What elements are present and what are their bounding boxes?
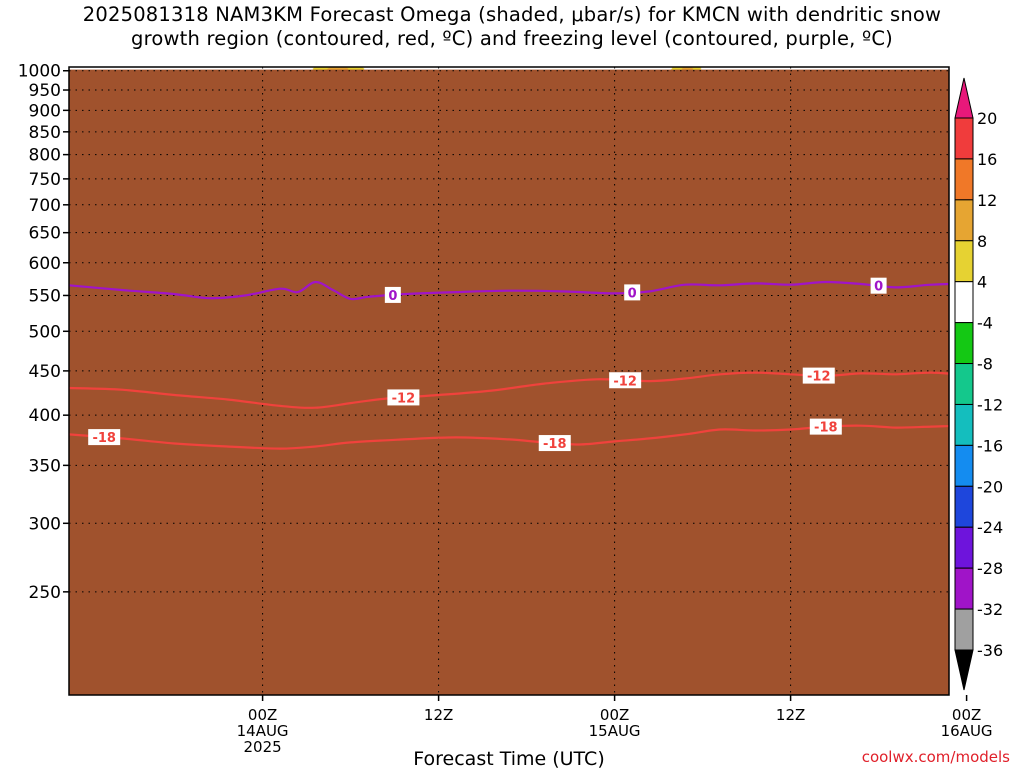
colorbar-label: 20	[977, 109, 997, 128]
y-tick-label: 500	[29, 322, 61, 342]
y-tick-label: 850	[29, 123, 61, 143]
colorbar-bin	[954, 567, 974, 610]
y-tick-label: 750	[29, 170, 61, 190]
contour-label-bg	[387, 389, 420, 406]
colorbar-label: -12	[977, 395, 1003, 414]
x-tick-label: 00Z	[952, 706, 981, 724]
colorbar-bin	[954, 608, 974, 651]
colorbar-bin	[954, 363, 974, 405]
colorbar-top-arrow	[954, 77, 974, 119]
contour-label-bg	[384, 286, 401, 303]
x-axis-title: Forecast Time (UTC)	[413, 748, 604, 768]
colorbar-label: -8	[977, 355, 993, 374]
y-tick-label: 350	[29, 456, 61, 476]
colorbar-bin	[954, 158, 974, 201]
colorbar-bin	[954, 240, 974, 283]
colorbar-label: -20	[977, 477, 1003, 496]
x-tick-label: 12Z	[424, 706, 453, 724]
x-tick-label: 00Z	[248, 706, 277, 724]
colorbar-bin	[954, 322, 974, 365]
colorbar-label: 4	[977, 273, 987, 292]
contour-label: -12	[613, 374, 637, 389]
colorbar-label: 8	[977, 232, 987, 251]
colorbar-label: -32	[977, 600, 1003, 619]
y-tick-label: 650	[29, 224, 61, 244]
contour-label: -12	[392, 391, 416, 406]
contour-label: -18	[92, 431, 116, 446]
y-tick-label: 1000	[18, 62, 61, 82]
colorbar-bottom-arrow	[954, 649, 974, 691]
contour-label-bg	[538, 435, 571, 452]
chart-title-line-2: growth region (contoured, red, ºC) and f…	[131, 27, 893, 50]
y-tick-label: 400	[29, 406, 61, 426]
y-tick-label: 950	[29, 81, 61, 101]
x-tick-label: 12Z	[776, 706, 805, 724]
contour-label: -12	[807, 370, 831, 385]
x-tick-label: 2025	[244, 738, 282, 756]
colorbar-bin	[954, 526, 974, 569]
colorbar-bin	[954, 485, 974, 528]
colorbar-bin	[954, 117, 974, 160]
y-tick-label: 250	[29, 583, 61, 603]
y-tick-label: 300	[29, 514, 61, 534]
chart-title-line-1: 2025081318 NAM3KM Forecast Omega (shaded…	[82, 3, 942, 26]
y-tick-label: 600	[29, 254, 61, 274]
colorbar-label: -4	[977, 314, 993, 333]
colorbar-label: -28	[977, 559, 1003, 578]
contour-label: -18	[814, 421, 838, 436]
contour-label-bg	[870, 277, 887, 294]
colorbar-label: -24	[977, 518, 1003, 537]
x-tick-label: 14AUG	[237, 722, 289, 740]
colorbar-bin	[954, 281, 974, 324]
contour-label: 0	[874, 280, 883, 295]
contour-label-bg	[802, 367, 835, 384]
y-tick-label: 800	[29, 146, 61, 166]
y-tick-label: 450	[29, 362, 61, 382]
colorbar-label: -36	[977, 641, 1003, 660]
colorbar-bin	[954, 199, 974, 242]
x-tick-label: 15AUG	[589, 722, 641, 740]
contour-label-bg	[809, 418, 842, 435]
contour-label: -18	[543, 437, 567, 452]
contour-label: 0	[628, 286, 637, 301]
y-tick-label: 550	[29, 286, 61, 306]
colorbar-label: -16	[977, 436, 1003, 455]
credit-label: coolwx.com/models	[861, 748, 1010, 766]
colorbar-bin	[954, 444, 974, 487]
contour-label-bg	[88, 429, 121, 446]
contour-label-bg	[624, 284, 641, 301]
y-tick-label: 900	[29, 101, 61, 121]
surface-ground-strip	[69, 69, 949, 696]
y-tick-label: 700	[29, 196, 61, 216]
colorbar-label: 16	[977, 150, 997, 169]
colorbar-label: 12	[977, 191, 997, 210]
plot-frame	[68, 66, 950, 696]
contour-label-bg	[609, 372, 642, 389]
x-tick-label: 16AUG	[941, 722, 993, 740]
colorbar-bin	[954, 403, 974, 446]
contour-line--18	[69, 424, 949, 450]
x-tick-label: 00Z	[600, 706, 629, 724]
contour-label: 0	[388, 289, 397, 304]
